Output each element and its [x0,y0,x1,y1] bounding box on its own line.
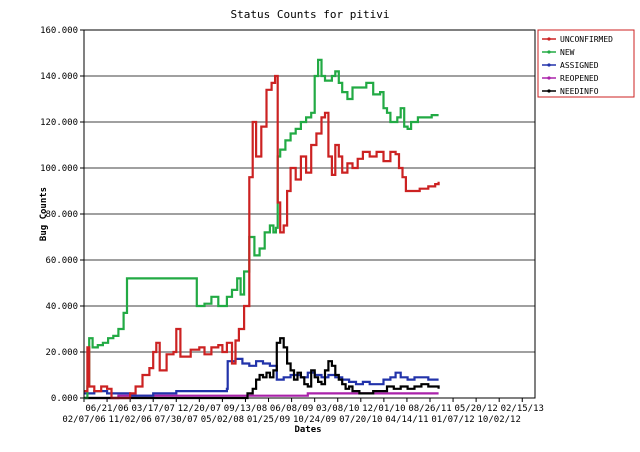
legend-marker [547,89,551,93]
legend: UNCONFIRMED NEW ASSIGNED REOPENED NEEDINFO [537,29,635,98]
x-tick-label: 06/08/09 [270,404,313,414]
grid-lines [84,75,535,353]
x-tick-label: 05/02/08 [201,415,244,425]
x-tick-label: 03/08/10 [316,404,359,414]
x-tick-label: 07/30/07 [155,415,198,425]
x-tick-label: 09/13/08 [224,404,267,414]
series-line-new [84,58,439,400]
x-tick-label: 11/02/06 [108,415,151,425]
series-line-needinfo [84,337,440,400]
legend-label: NEW [560,48,575,57]
x-axis-title: Dates [294,425,321,435]
legend-marker [547,63,551,67]
y-tick-label: 60.000 [45,256,78,266]
x-tick-label: 02/15/13 [501,404,544,414]
x-tick-label: 12/20/07 [178,404,221,414]
x-tick-label: 01/25/09 [247,415,290,425]
legend-label: NEEDINFO [560,87,599,96]
chart-title: Status Counts for pitivi [231,8,390,21]
y-tick-label: 80.000 [45,210,78,220]
x-tick-label: 06/21/06 [85,404,128,414]
x-tick-label: 03/17/07 [132,404,175,414]
legend-label: REOPENED [560,74,599,83]
y-tick-label: 120.000 [40,118,78,128]
x-tick-label: 10/24/09 [293,415,336,425]
y-tick-label: 100.000 [40,164,78,174]
x-tick-label: 10/02/12 [478,415,521,425]
y-tick-label: 160.000 [40,26,78,36]
legend-label: UNCONFIRMED [560,35,613,44]
x-tick-label: 07/20/10 [339,415,382,425]
x-tick-label: 02/07/06 [62,415,105,425]
x-tick-label: 12/01/10 [362,404,405,414]
x-tick-label: 04/14/11 [385,415,428,425]
x-tick-label: 05/20/12 [454,404,497,414]
y-tick-label: 40.000 [45,302,78,312]
x-axis-ticks: 02/07/0606/21/0611/02/0603/17/0707/30/07… [62,398,544,425]
legend-box [537,29,635,98]
legend-marker [547,50,551,54]
legend-marker [547,37,551,41]
legend-marker [547,76,551,80]
series-line-unconfirmed [84,74,440,400]
x-tick-label: 01/07/12 [431,415,474,425]
legend-label: ASSIGNED [560,61,599,70]
y-tick-label: 140.000 [40,72,78,82]
y-axis-ticks: 0.000 20.000 40.000 60.000 80.000 100.000 120.… [40,26,84,404]
y-tick-label: 20.000 [45,348,78,358]
series-lines [84,58,440,400]
y-axis-title: Bug Counts [39,187,49,241]
x-tick-label: 08/26/11 [408,404,451,414]
plot-frame [83,29,536,399]
y-tick-label: 0.000 [51,394,78,404]
